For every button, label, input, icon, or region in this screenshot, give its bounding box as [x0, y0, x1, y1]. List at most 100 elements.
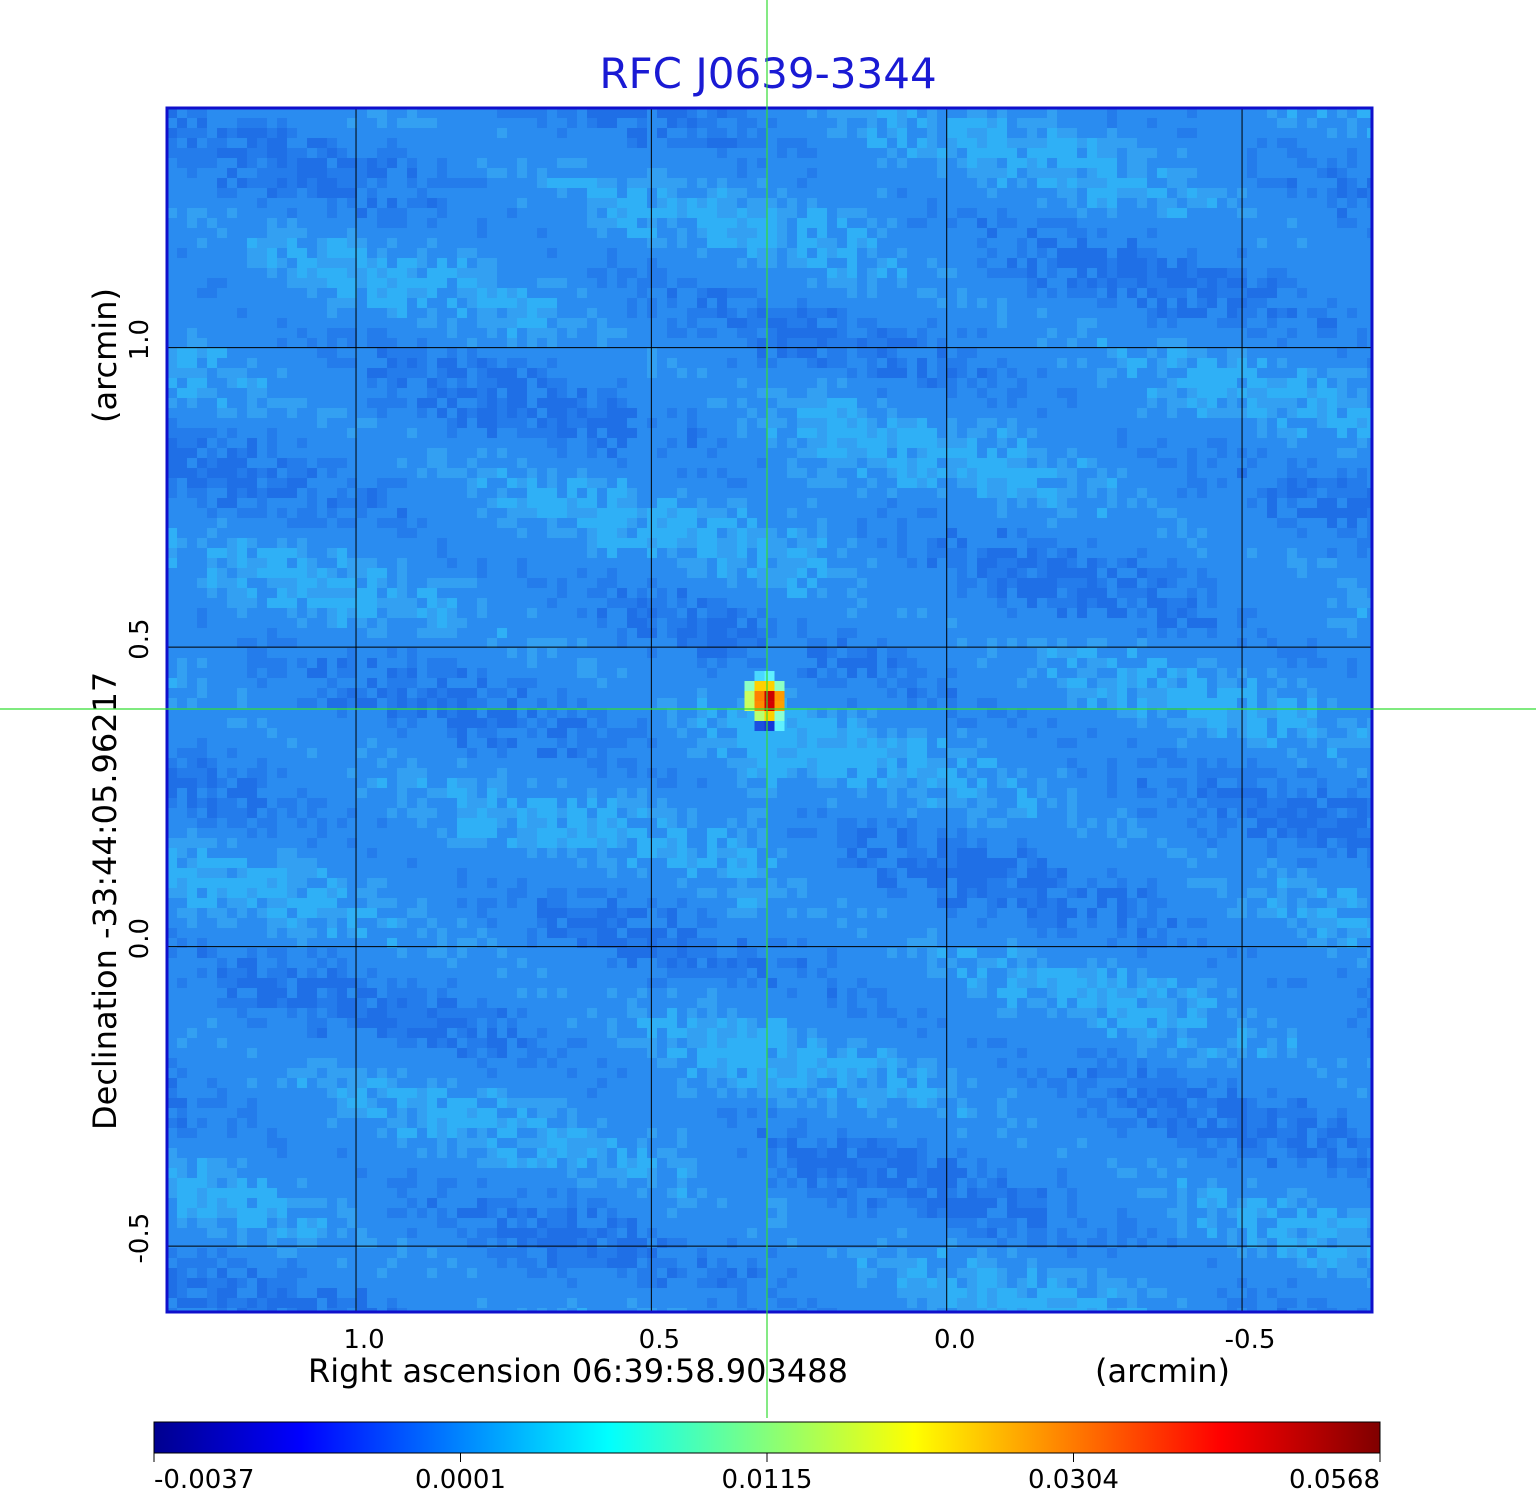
map-pixel: [697, 288, 707, 298]
map-pixel: [367, 268, 377, 278]
map-pixel: [357, 168, 367, 178]
map-pixel: [1207, 438, 1217, 448]
map-pixel: [947, 458, 957, 468]
map-pixel: [617, 598, 627, 608]
map-pixel: [1097, 558, 1107, 568]
map-pixel: [637, 808, 647, 818]
map-pixel: [1367, 1058, 1372, 1068]
map-pixel: [1297, 158, 1307, 168]
map-pixel: [1317, 378, 1327, 388]
map-pixel: [337, 978, 347, 988]
map-pixel: [1197, 1008, 1207, 1018]
map-pixel: [767, 748, 777, 758]
map-pixel: [547, 848, 557, 858]
map-pixel: [797, 888, 807, 898]
map-pixel: [447, 688, 457, 698]
map-pixel: [1277, 778, 1287, 788]
map-pixel: [427, 1098, 437, 1108]
map-pixel: [897, 658, 907, 668]
map-pixel: [367, 278, 377, 288]
map-pixel: [907, 768, 917, 778]
map-pixel: [187, 1028, 197, 1038]
map-pixel: [737, 1078, 747, 1088]
map-pixel: [977, 368, 987, 378]
map-pixel: [337, 658, 347, 668]
map-pixel: [1167, 998, 1177, 1008]
map-pixel: [927, 1088, 937, 1098]
map-pixel: [207, 808, 217, 818]
map-pixel: [237, 998, 247, 1008]
map-pixel: [1167, 318, 1177, 328]
map-pixel: [1107, 168, 1117, 178]
map-pixel: [1227, 908, 1237, 918]
map-pixel: [287, 738, 297, 748]
map-pixel: [1257, 298, 1267, 308]
map-pixel: [517, 1038, 527, 1048]
map-pixel: [917, 118, 927, 128]
map-pixel: [577, 718, 587, 728]
map-pixel: [847, 398, 857, 408]
map-pixel: [437, 578, 447, 588]
map-pixel: [297, 538, 307, 548]
map-pixel: [1167, 348, 1177, 358]
map-pixel: [347, 648, 357, 658]
map-pixel: [747, 1108, 757, 1118]
map-pixel: [167, 788, 177, 798]
map-pixel: [797, 298, 807, 308]
map-pixel: [1087, 1008, 1097, 1018]
map-pixel: [457, 468, 467, 478]
map-pixel: [477, 1008, 487, 1018]
map-pixel: [237, 458, 247, 468]
map-pixel: [807, 278, 817, 288]
map-pixel: [447, 1108, 457, 1118]
map-pixel: [437, 698, 447, 708]
map-pixel: [1197, 408, 1207, 418]
map-pixel: [1047, 118, 1057, 128]
map-pixel: [1057, 258, 1067, 268]
map-pixel: [827, 268, 837, 278]
map-pixel: [547, 708, 557, 718]
map-pixel: [827, 748, 837, 758]
map-pixel: [767, 528, 777, 538]
map-pixel: [477, 1058, 487, 1068]
map-pixel: [1197, 1048, 1207, 1058]
map-pixel: [717, 828, 727, 838]
map-pixel: [1227, 1038, 1237, 1048]
map-pixel: [897, 158, 907, 168]
map-pixel: [907, 758, 917, 768]
map-pixel: [987, 418, 997, 428]
map-pixel: [487, 808, 497, 818]
map-pixel: [927, 438, 937, 448]
map-pixel: [347, 838, 357, 848]
map-pixel: [837, 268, 847, 278]
map-pixel: [277, 1078, 287, 1088]
map-pixel: [777, 418, 787, 428]
map-pixel: [1307, 188, 1317, 198]
map-pixel: [1127, 578, 1137, 588]
map-pixel: [527, 508, 537, 518]
map-pixel: [677, 948, 687, 958]
map-pixel: [257, 248, 267, 258]
map-pixel: [177, 1108, 187, 1118]
map-pixel: [177, 878, 187, 888]
map-pixel: [937, 758, 947, 768]
map-pixel: [997, 858, 1007, 868]
map-pixel: [507, 498, 517, 508]
map-pixel: [347, 918, 357, 928]
map-pixel: [957, 718, 967, 728]
map-pixel: [777, 1018, 787, 1028]
map-pixel: [867, 248, 877, 258]
map-pixel: [1077, 228, 1087, 238]
map-pixel: [1127, 248, 1137, 258]
map-pixel: [647, 278, 657, 288]
map-pixel: [477, 1118, 487, 1128]
map-pixel: [387, 708, 397, 718]
map-pixel: [807, 738, 817, 748]
map-pixel: [417, 468, 427, 478]
map-pixel: [807, 428, 817, 438]
map-pixel: [947, 838, 957, 848]
map-pixel: [757, 1038, 767, 1048]
map-pixel: [1357, 958, 1367, 968]
map-pixel: [1177, 268, 1187, 278]
map-pixel: [1207, 378, 1217, 388]
